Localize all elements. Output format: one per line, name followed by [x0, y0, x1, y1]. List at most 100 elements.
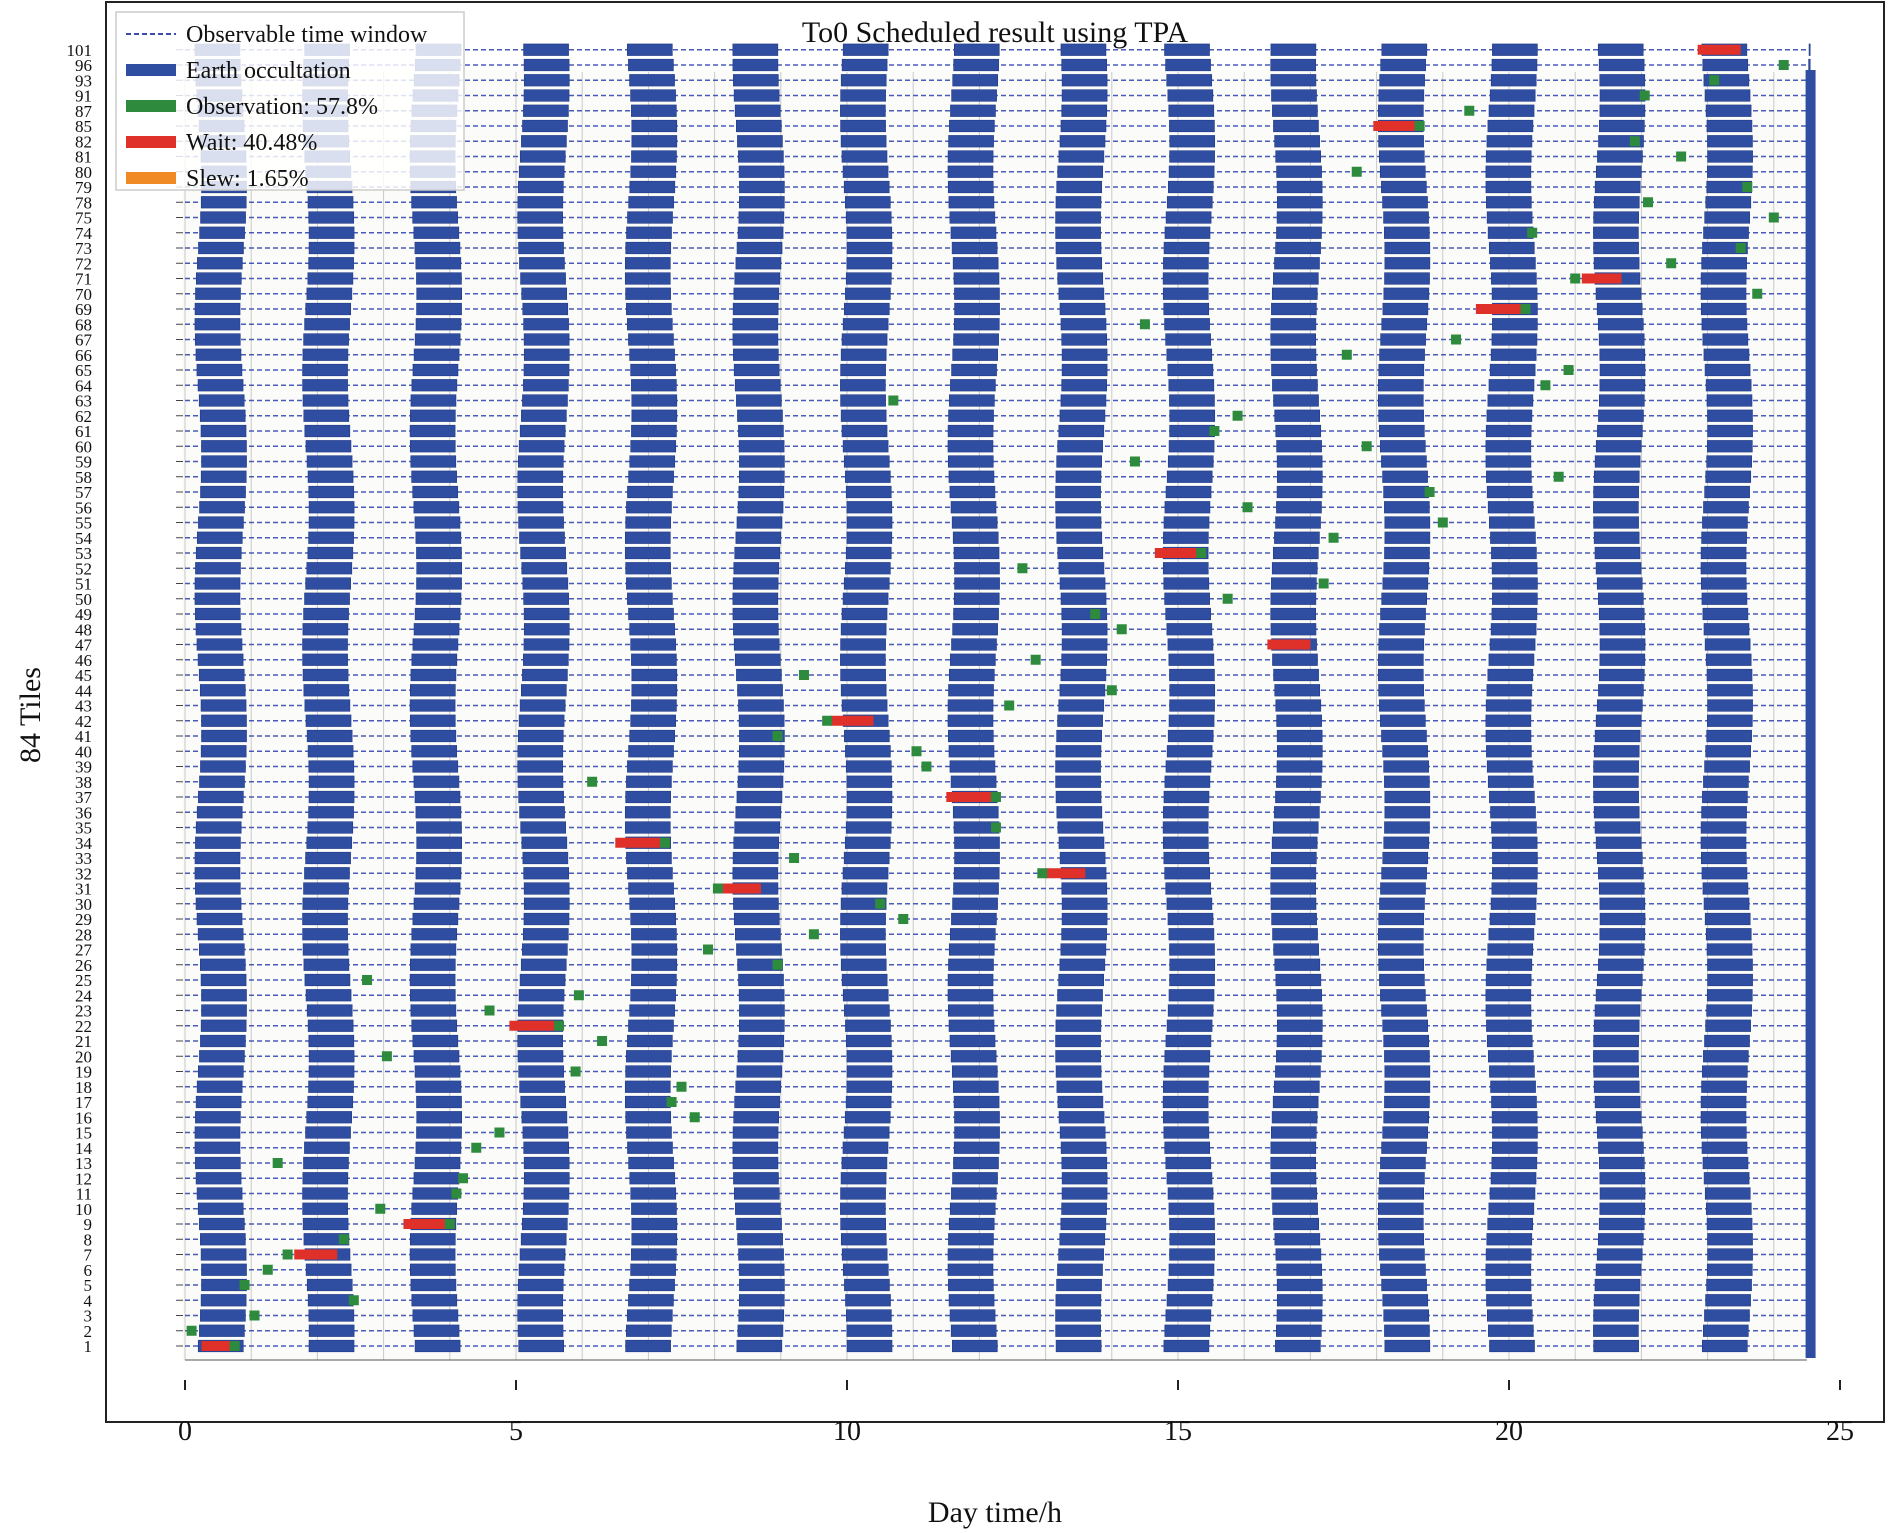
occultation-bar: [200, 1294, 247, 1307]
occultation-bar: [947, 699, 994, 712]
occultation-bar: [303, 1156, 349, 1170]
occultation-bar: [1489, 1065, 1535, 1078]
occultation-bar: [631, 684, 678, 697]
occultation-bar: [1057, 272, 1104, 285]
observation-bar: [875, 898, 886, 909]
y-tick-label: 37: [75, 788, 93, 807]
occultation-bar: [308, 1065, 355, 1078]
occultation-bar: [308, 501, 355, 514]
occultation-bar: [1276, 760, 1323, 773]
occultation-bar: [952, 1080, 999, 1093]
occultation-bar: [1593, 1050, 1639, 1063]
occultation-bar: [1276, 501, 1322, 514]
observation-bar: [348, 1295, 359, 1306]
occultation-bar: [195, 1095, 242, 1109]
occultation-bar: [307, 546, 354, 560]
wait-bar: [1267, 639, 1311, 650]
occultation-bar: [1705, 1202, 1752, 1215]
occultation-bar: [1490, 74, 1537, 87]
occultation-bar: [952, 257, 999, 270]
occultation-bar: [410, 729, 457, 743]
occultation-bar: [1486, 470, 1532, 483]
occultation-bar: [1168, 104, 1215, 117]
occultation-bar: [197, 1202, 244, 1215]
occultation-bar: [1593, 501, 1639, 514]
occultation-bar: [1596, 1248, 1643, 1261]
occultation-bar: [1595, 562, 1642, 575]
occultation-bar: [1485, 1278, 1532, 1292]
occultation-bar: [1492, 851, 1538, 865]
occultation-bar: [414, 790, 461, 804]
chart-frame: [105, 1, 1885, 1423]
occultation-bar: [1701, 806, 1747, 819]
occultation-bar: [1169, 958, 1216, 971]
occultation-bar: [842, 1141, 889, 1154]
occultation-bar: [1272, 821, 1319, 834]
occultation-bar: [1276, 470, 1323, 483]
occultation-bar: [517, 226, 564, 239]
occultation-bar: [1487, 226, 1534, 239]
occultation-bar: [1378, 958, 1424, 971]
occultation-bar: [416, 1095, 462, 1109]
observation-bar: [1676, 151, 1687, 162]
occultation-bar: [1379, 74, 1425, 87]
occultation-bar: [949, 760, 996, 773]
occultation-bar: [1490, 897, 1537, 910]
occultation-bar: [625, 1111, 672, 1124]
occultation-bar: [842, 867, 889, 880]
occultation-bar: [1059, 302, 1106, 316]
occultation-bar: [1275, 973, 1322, 987]
occultation-bar: [947, 973, 994, 987]
observation-bar: [1643, 197, 1654, 208]
occultation-bar: [840, 912, 886, 926]
occultation-bar: [1382, 1294, 1429, 1307]
occultation-bar: [1381, 1004, 1427, 1017]
occultation-bar: [732, 1126, 779, 1139]
occultation-bar: [523, 363, 570, 377]
occultation-bar: [194, 577, 241, 590]
occultation-bar: [626, 43, 673, 56]
occultation-bar: [308, 775, 355, 788]
occultation-bar: [198, 668, 245, 682]
occultation-bar: [1702, 607, 1749, 621]
observation-bar: [484, 1005, 495, 1016]
occultation-bar: [518, 714, 565, 727]
occultation-bar: [409, 714, 456, 727]
y-tick-label: 23: [75, 1002, 92, 1021]
occultation-bar: [1061, 379, 1108, 392]
legend-label: Slew: 1.65%: [186, 166, 309, 192]
occultation-bar: [1380, 714, 1426, 727]
occultation-bar: [1060, 1141, 1107, 1154]
occultation-bar: [308, 1324, 355, 1337]
occultation-bar: [734, 104, 781, 117]
y-tick-label: 43: [75, 697, 92, 716]
occultation-bar: [1377, 668, 1424, 682]
y-tick-label: 40: [75, 742, 92, 761]
occultation-bar: [200, 973, 247, 987]
occultation-bar: [953, 333, 999, 346]
occultation-bar: [1055, 1034, 1101, 1048]
occultation-bar: [412, 363, 459, 377]
y-tick-label: 66: [75, 346, 92, 365]
y-tick-label: 12: [75, 1169, 92, 1188]
occultation-bar: [197, 257, 243, 270]
occultation-bar: [1274, 958, 1321, 971]
occultation-bar: [631, 653, 677, 666]
occultation-bar: [1055, 760, 1101, 773]
occultation-bar: [522, 668, 568, 682]
occultation-bar: [1485, 714, 1532, 727]
occultation-bar: [1055, 196, 1102, 209]
occultation-bar: [304, 973, 351, 987]
occultation-bar: [1163, 1339, 1210, 1353]
occultation-bar: [1271, 912, 1317, 926]
occultation-bar: [416, 836, 463, 849]
occultation-bar: [841, 58, 888, 72]
occultation-bar: [624, 1080, 671, 1093]
occultation-bar: [1594, 1278, 1641, 1292]
occultation-bar: [1273, 1217, 1320, 1231]
occultation-bar: [951, 241, 998, 255]
occultation-bar: [1271, 1111, 1318, 1124]
observation-bar: [1209, 426, 1220, 436]
y-tick-label: 8: [84, 1230, 93, 1249]
observation-bar: [772, 731, 783, 741]
